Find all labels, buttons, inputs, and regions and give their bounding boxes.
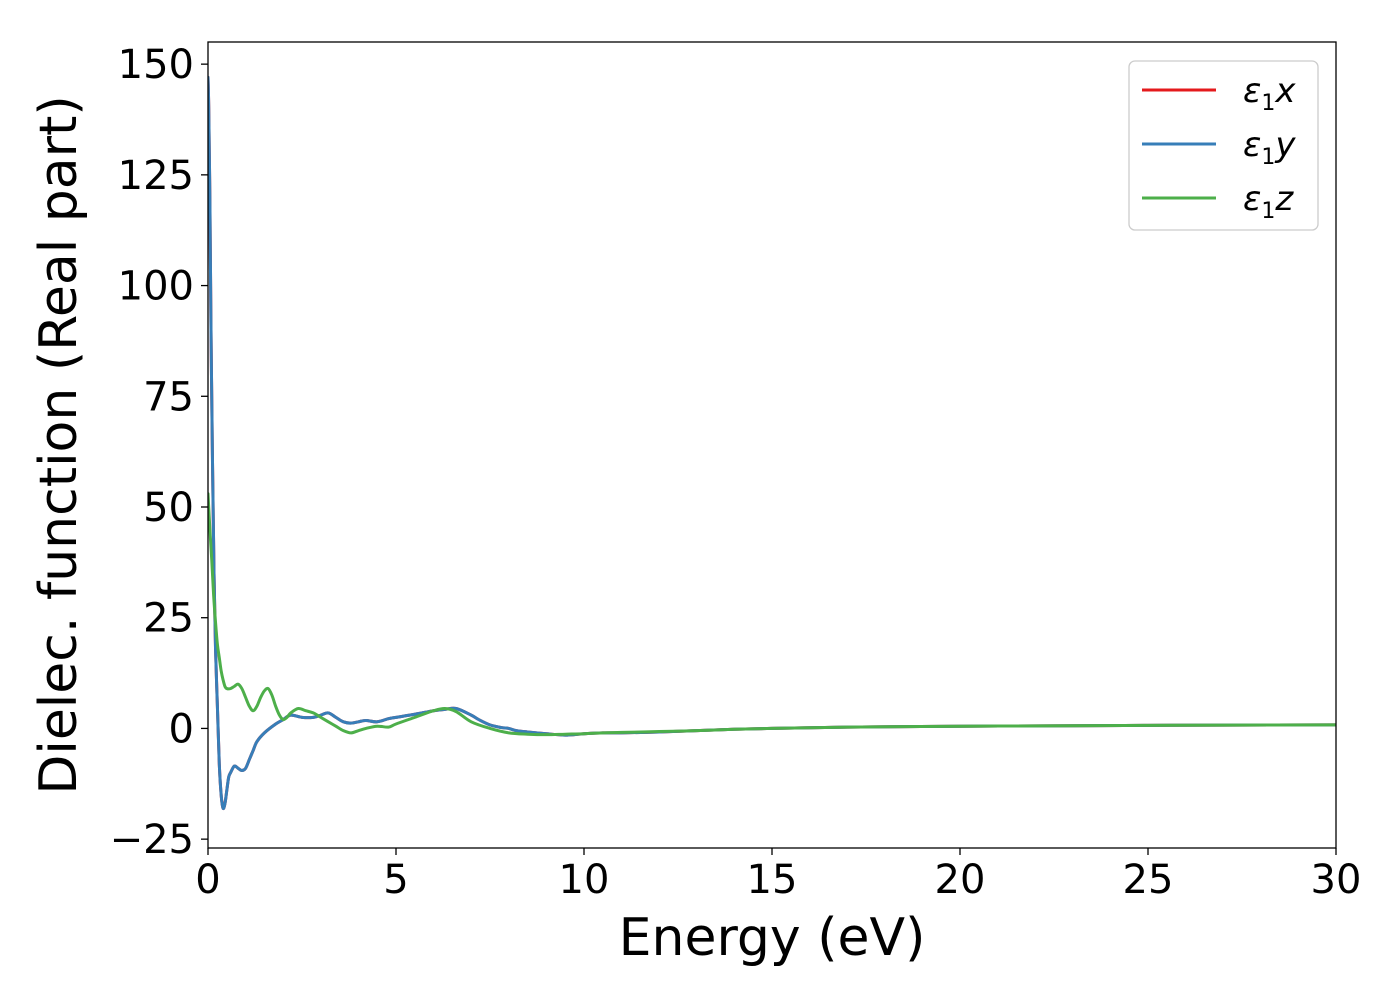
x-axis: 0 5 10 15 20 25 30 [195, 848, 1361, 903]
y-axis-title: Dielec. function (Real part) [29, 95, 89, 794]
y-tick-label: 125 [118, 153, 194, 199]
x-tick-label: 30 [1311, 857, 1362, 903]
legend-label-x: ε1x [1243, 71, 1296, 116]
x-tick-label: 15 [747, 857, 798, 903]
y-tick-label: 75 [143, 374, 194, 420]
x-axis-title: Energy (eV) [619, 908, 926, 968]
x-tick-label: 10 [559, 857, 610, 903]
legend-box [1128, 60, 1319, 231]
y-tick-label: 0 [169, 706, 194, 752]
y-tick-label: −25 [110, 817, 194, 863]
series-line-epsilon1-z [208, 492, 1336, 737]
y-axis: −25 0 25 50 75 100 125 150 [110, 42, 208, 863]
legend: ε1x ε1y ε1z [1128, 60, 1319, 231]
legend-label-z: ε1z [1243, 179, 1294, 224]
y-tick-label: 50 [143, 485, 194, 531]
x-tick-label: 5 [383, 857, 408, 903]
y-tick-label: 100 [118, 264, 194, 310]
legend-label-y: ε1y [1243, 125, 1296, 170]
series-layer [208, 75, 1336, 810]
x-tick-label: 0 [195, 857, 220, 903]
x-tick-label: 25 [1123, 857, 1174, 903]
y-tick-label: 150 [118, 42, 194, 88]
x-tick-label: 20 [935, 857, 986, 903]
y-tick-label: 25 [143, 596, 194, 642]
